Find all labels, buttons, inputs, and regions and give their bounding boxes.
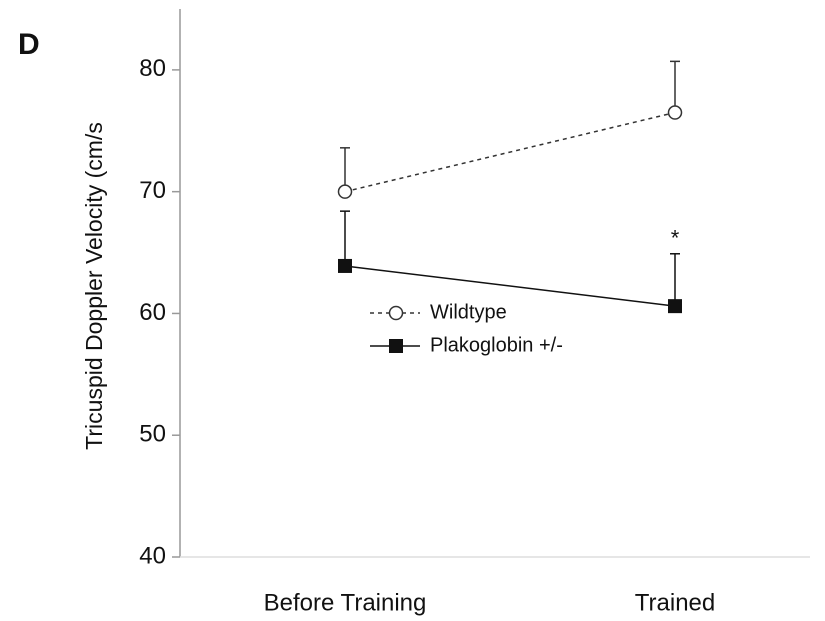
- series-line: [344, 111, 676, 193]
- y-tick-label: 80: [139, 55, 166, 82]
- series-line: [344, 265, 676, 307]
- annotation: *: [671, 226, 680, 251]
- data-point: [668, 299, 682, 314]
- legend-marker: [388, 305, 404, 321]
- data-point: [337, 184, 353, 199]
- data-point: [338, 258, 352, 273]
- y-tick-label: 50: [139, 421, 166, 448]
- panel-label: D: [18, 28, 40, 61]
- legend-label: Wildtype: [430, 301, 507, 323]
- x-tick-label: Before Training: [264, 589, 427, 616]
- legend-label: Plakoglobin +/-: [430, 334, 563, 356]
- data-point: [667, 105, 683, 120]
- y-axis-label: Tricuspid Doppler Velocity (cm/s: [81, 122, 107, 450]
- y-tick-label: 60: [139, 299, 166, 326]
- legend-marker: [389, 339, 403, 353]
- y-tick-label: 40: [139, 542, 166, 569]
- y-tick-label: 70: [139, 177, 166, 204]
- x-tick-label: Trained: [635, 589, 715, 616]
